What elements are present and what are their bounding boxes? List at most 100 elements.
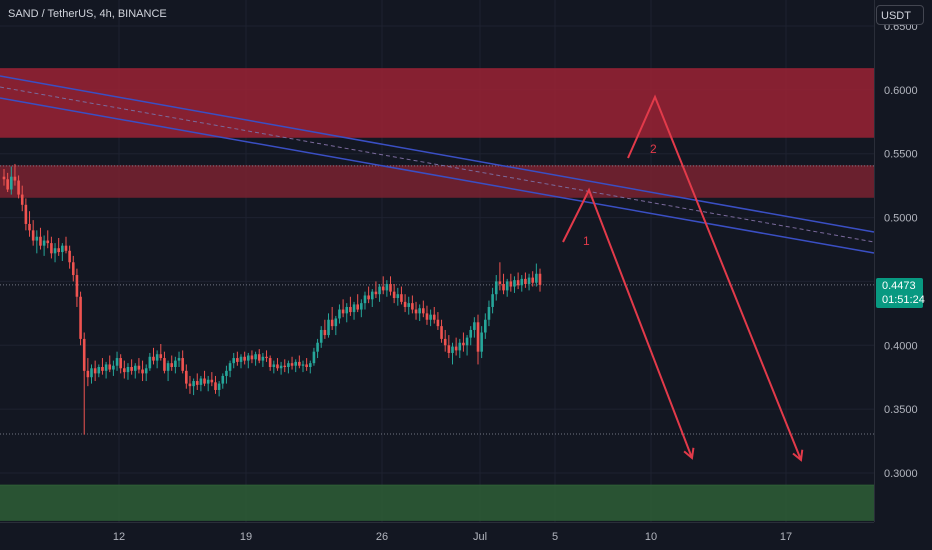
- candle-body: [86, 370, 90, 378]
- candle-body: [75, 275, 79, 297]
- candle-body: [447, 345, 451, 353]
- candle-body: [39, 236, 42, 246]
- candle-body: [276, 364, 279, 369]
- candle-body: [491, 294, 494, 307]
- candle-body: [268, 358, 272, 367]
- candle-body: [57, 248, 60, 253]
- candle-body: [188, 383, 192, 387]
- candle-body: [327, 319, 330, 336]
- candle-body: [469, 329, 473, 338]
- candle-body: [174, 360, 177, 367]
- candle-body: [236, 358, 239, 362]
- candle-body: [312, 351, 316, 364]
- candle-body: [400, 294, 403, 302]
- candle-body: [214, 382, 217, 390]
- candle-body: [524, 278, 527, 284]
- candle-body: [61, 245, 64, 253]
- candle-body: [203, 378, 206, 384]
- candle-body: [181, 358, 184, 371]
- candle-body: [476, 322, 480, 352]
- time-axis-tick: 17: [780, 531, 792, 543]
- candle-body: [79, 296, 82, 339]
- candle-body: [458, 342, 462, 351]
- candle-body: [370, 291, 374, 300]
- candle-body: [389, 283, 392, 292]
- candle-body: [28, 223, 31, 231]
- candle-body: [513, 280, 516, 287]
- candle-body: [46, 240, 50, 244]
- candle-body: [108, 364, 112, 370]
- candle-body: [425, 313, 429, 320]
- candle-body: [221, 375, 225, 384]
- channel-lower-line: [0, 97, 875, 254]
- candle-body: [115, 358, 119, 366]
- candle-body: [407, 303, 411, 307]
- candle-body: [257, 354, 261, 361]
- candle-body: [385, 283, 389, 291]
- time-axis-tick: Jul: [473, 531, 487, 543]
- candle-body: [31, 230, 35, 241]
- candle-body: [24, 204, 28, 224]
- candle-body: [520, 278, 524, 286]
- candle-body: [243, 356, 246, 361]
- candle-body: [305, 364, 308, 367]
- candle-body: [93, 368, 97, 374]
- candle-body: [210, 379, 214, 383]
- candle-body: [367, 295, 370, 300]
- candle-body: [294, 361, 298, 366]
- candle-body: [42, 240, 46, 246]
- candle-body: [152, 356, 155, 361]
- candle-body: [352, 304, 356, 313]
- time-axis-tick: 5: [552, 531, 558, 543]
- channel-upper-line: [0, 75, 875, 233]
- candle-body: [272, 364, 276, 367]
- candle-body: [239, 356, 243, 362]
- candle-body: [137, 365, 141, 370]
- candle-body: [53, 248, 57, 254]
- candle-body: [192, 381, 195, 387]
- time-axis-tick: 26: [376, 531, 388, 543]
- channel-median-line: [0, 86, 875, 243]
- currency-selector[interactable]: USDT: [876, 5, 924, 25]
- candle-body: [148, 356, 152, 369]
- candle-body: [308, 363, 312, 367]
- candle-body: [246, 355, 250, 361]
- candle-body: [6, 179, 9, 190]
- candle-body: [20, 194, 24, 205]
- candle-body: [126, 366, 130, 373]
- candle-body: [323, 329, 327, 336]
- price-axis-tick: 0.5500: [884, 149, 918, 161]
- candle-body: [301, 364, 305, 366]
- candle-body: [82, 338, 86, 371]
- support-zone: [0, 485, 874, 521]
- candle-body: [487, 306, 491, 320]
- candle-body: [287, 363, 290, 367]
- candle-body: [166, 363, 170, 371]
- candle-body: [159, 354, 163, 359]
- candle-body: [319, 329, 323, 343]
- price-axis-tick: 0.3000: [884, 468, 918, 480]
- candle-body: [473, 322, 476, 330]
- candle-body: [50, 243, 53, 254]
- resistance-zone-upper: [0, 68, 874, 138]
- candle-body: [451, 346, 454, 353]
- candle-body: [35, 236, 39, 241]
- candle-body: [228, 363, 232, 371]
- candle-body: [341, 309, 345, 314]
- candle-body: [498, 281, 502, 284]
- candle-body: [123, 368, 126, 373]
- candle-body: [509, 281, 513, 287]
- candle-body: [290, 363, 294, 366]
- time-axis-tick: 12: [113, 531, 125, 543]
- projection-path-1: [562, 187, 692, 458]
- candle-body: [360, 303, 363, 310]
- candle-body: [396, 294, 400, 299]
- current-price-badge: 0.4473 01:51:24: [876, 278, 925, 308]
- chart-title: SAND / TetherUS, 4h, BINANCE: [8, 8, 167, 20]
- candle-body: [516, 280, 520, 286]
- resistance-zone-lower: [0, 165, 874, 198]
- candle-body: [265, 356, 268, 359]
- candle-body: [206, 379, 210, 384]
